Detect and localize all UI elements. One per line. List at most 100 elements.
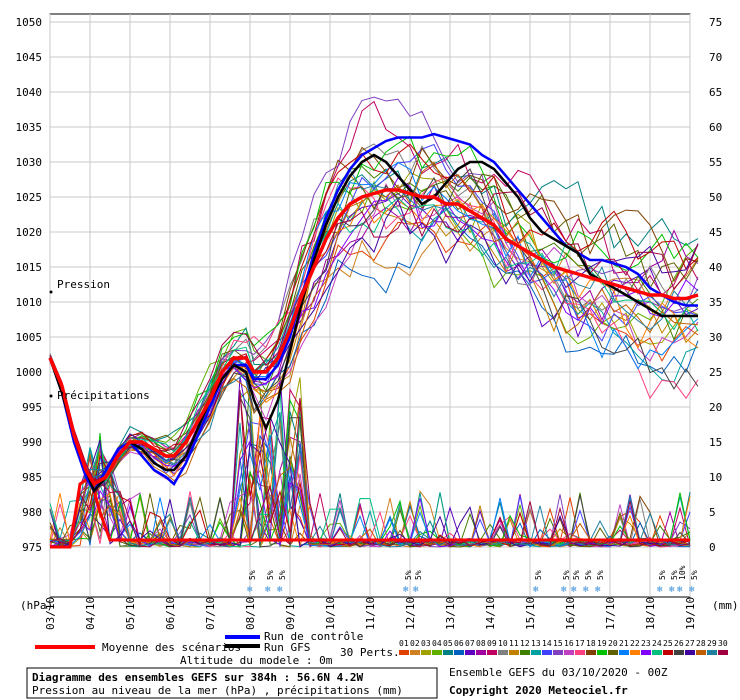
pert-number: 03: [421, 639, 431, 648]
pert-swatch: [399, 650, 409, 655]
pert-swatch: [564, 650, 574, 655]
footer-title: Diagramme des ensembles GEFS sur 384h : …: [32, 671, 364, 684]
snow-pct-label: 5%: [690, 570, 699, 580]
legend: Moyenne des scénarios Run de contrôle Ru…: [35, 630, 728, 667]
left-tick-label: 1020: [16, 226, 43, 239]
x-tick-label: 16/10: [564, 597, 577, 630]
left-tick-label: 995: [22, 401, 42, 414]
right-tick-label: 25: [709, 366, 722, 379]
right-tick-label: 65: [709, 86, 722, 99]
left-tick-label: 980: [22, 506, 42, 519]
snow-pct-label: 5%: [658, 570, 667, 580]
ensemble-label: Ensemble GEFS du 03/10/2020 - 00Z: [449, 666, 668, 679]
series-line-2: [48, 153, 698, 494]
left-tick-label: 1005: [16, 331, 43, 344]
right-tick-label: 35: [709, 296, 722, 309]
pert-number: 02: [410, 639, 420, 648]
legend-perts-label: 30 Perts.: [340, 646, 400, 659]
snowflake-icon: ❄: [595, 585, 601, 595]
pert-number: 15: [553, 639, 563, 648]
pert-swatch: [454, 650, 464, 655]
x-tick-label: 06/10: [164, 597, 177, 630]
pert-swatch: [674, 650, 684, 655]
ensemble-pressure-line: [49, 168, 699, 490]
pert-number: 08: [476, 639, 486, 648]
x-tick-label: 18/10: [644, 597, 657, 630]
pert-swatch: [575, 650, 585, 655]
legend-mean-label: Moyenne des scénarios: [102, 641, 241, 654]
pert-number: 07: [465, 639, 475, 648]
snowflake-icon: ❄: [533, 585, 539, 595]
snowflake-icon: ❄: [669, 585, 675, 595]
pert-number: 27: [685, 639, 695, 648]
pert-swatch: [597, 650, 607, 655]
right-tick-label: 45: [709, 226, 722, 239]
right-tick-label: 75: [709, 16, 722, 29]
snowflake-icon: ❄: [677, 585, 683, 595]
pert-number: 26: [674, 639, 684, 648]
left-tick-label: 1045: [16, 51, 43, 64]
pert-swatch: [630, 650, 640, 655]
pert-number: 28: [696, 639, 706, 648]
left-tick-label: 975: [22, 541, 42, 554]
x-tick-label: 14/10: [484, 597, 497, 630]
left-tick-label: 1010: [16, 296, 43, 309]
pert-number: 25: [663, 639, 673, 648]
pert-swatch: [707, 650, 717, 655]
pert-number: 18: [586, 639, 596, 648]
pert-number: 22: [630, 639, 640, 648]
snowflake-icon: ❄: [247, 585, 253, 595]
series-line-0: [48, 188, 699, 487]
precip-label: Précipitations: [57, 389, 150, 402]
right-tick-label: 50: [709, 191, 722, 204]
snowflake-icon: ❄: [277, 585, 283, 595]
mean-precip-line: [50, 474, 690, 549]
pert-number: 13: [531, 639, 541, 648]
pert-number: 12: [520, 639, 530, 648]
pert-swatches: 01 02 03 04 05 06 07 08 09 10 11 12 13 14 15 16 17 18 19 20…: [399, 639, 728, 655]
right-tick-label: 5: [709, 506, 716, 519]
x-tick-label: 15/10: [524, 597, 537, 630]
x-tick-label: 19/10: [684, 597, 697, 630]
left-tick-label: 1035: [16, 121, 43, 134]
pert-swatch: [410, 650, 420, 655]
pert-swatch: [531, 650, 541, 655]
right-tick-label: 55: [709, 156, 722, 169]
right-tick-label: 20: [709, 401, 722, 414]
pert-number: 09: [487, 639, 497, 648]
snow-pct-label: 5%: [534, 570, 543, 580]
snowflake-icon: ❄: [403, 585, 409, 595]
pert-swatch: [718, 650, 728, 655]
left-tick-label: 1030: [16, 156, 43, 169]
left-tick-label: 1050: [16, 16, 43, 29]
x-tick-label: 17/10: [604, 597, 617, 630]
snowflake-icon: ❄: [689, 585, 695, 595]
snow-pct-label: 5%: [248, 570, 257, 580]
snow-pct-label: 5%: [562, 570, 571, 580]
pert-swatch: [641, 650, 651, 655]
snowflake-icon: ❄: [561, 585, 567, 595]
pert-swatch: [509, 650, 519, 655]
pert-number: 06: [454, 639, 464, 648]
pression-label: Pression: [57, 278, 110, 291]
ensemble-pressure-line: [49, 100, 699, 481]
snowflake-icon: ❄: [571, 585, 577, 595]
highlight-series: [48, 132, 699, 549]
pert-number: 23: [641, 639, 651, 648]
pert-number: 19: [597, 639, 607, 648]
right-tick-label: 40: [709, 261, 722, 274]
pert-number: 30: [718, 639, 728, 648]
altitude-label: Altitude du modele : 0m: [180, 654, 333, 667]
pert-swatch: [608, 650, 618, 655]
pert-number: 10: [498, 639, 508, 648]
ensemble-pressure-line: [49, 143, 699, 486]
legend-gfs-label: Run GFS: [264, 641, 310, 654]
ensemble-pressure-line: [49, 161, 699, 489]
pert-number: 16: [564, 639, 574, 648]
x-tick-label: 12/10: [404, 597, 417, 630]
pert-swatch: [696, 650, 706, 655]
x-tick-label: 10/10: [324, 597, 337, 630]
left-tick-label: 1000: [16, 366, 43, 379]
